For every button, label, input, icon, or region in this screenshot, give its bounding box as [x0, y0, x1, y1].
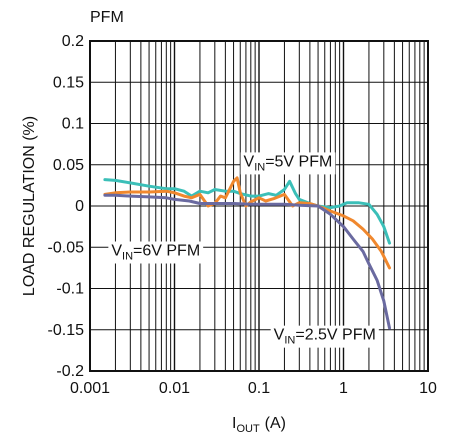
x-axis-title-unit: (A) — [265, 415, 286, 432]
annotation-label: VIN=5V PFM — [244, 153, 333, 173]
x-tick-label: 0.1 — [248, 380, 270, 397]
series-annotation: VIN=2.5V PFM — [270, 325, 379, 348]
series-annotation: VIN=5V PFM — [240, 152, 336, 175]
annotation-label: VIN=2.5V PFM — [274, 327, 376, 347]
x-tick-label: 1 — [339, 380, 348, 397]
series-line — [103, 178, 391, 245]
y-tick-label: 0.1 — [62, 116, 84, 133]
y-tick-label: -0.1 — [56, 281, 84, 298]
annotation-label-rest: =5V PFM — [265, 153, 332, 170]
x-axis-title: IOUT (A) — [232, 415, 286, 435]
x-tick-labels: 0.001 0.01 0.1 1 10 — [70, 380, 437, 397]
annotation-background — [240, 152, 336, 175]
series-line — [103, 176, 391, 270]
annotation-label-rest: =6V PFM — [133, 243, 200, 260]
y-tick-label: 0 — [75, 198, 84, 215]
series-annotation: VIN=6V PFM — [108, 241, 204, 264]
series-layer — [103, 176, 391, 330]
y-tick-label: 0.15 — [53, 74, 84, 91]
annotation-label-main: V — [274, 327, 285, 344]
y-tick-label: -0.15 — [48, 322, 85, 339]
annotation-label-main: V — [244, 153, 255, 170]
plot-frame — [89, 40, 429, 372]
x-tick-label: 0.001 — [70, 380, 110, 397]
y-tick-label: 0.2 — [62, 33, 84, 50]
x-tick-label: 10 — [419, 380, 437, 397]
annotation-label-sub: IN — [284, 335, 295, 347]
x-axis-title-main: I — [232, 415, 236, 432]
x-tick-label: 0.01 — [159, 380, 190, 397]
annotation-label-sub: IN — [254, 161, 265, 173]
series-line — [103, 193, 391, 330]
y-tick-label: 0.05 — [53, 157, 84, 174]
y-tick-label: -0.2 — [56, 363, 84, 380]
annotation-background — [108, 241, 204, 264]
x-axis-title-sub: OUT — [236, 423, 260, 435]
annotation-background — [270, 325, 379, 348]
grid — [90, 41, 428, 371]
y-tick-label: -0.05 — [48, 239, 85, 256]
annotation-label-main: V — [111, 243, 122, 260]
y-tick-labels: 0.2 0.15 0.1 0.05 0 -0.05 -0.1 -0.15 -0.2 — [48, 33, 85, 380]
y-axis-title: LOAD REGULATION (%) — [21, 116, 38, 296]
annotation-label-sub: IN — [122, 251, 133, 263]
chart-title: PFM — [90, 9, 124, 26]
annotation-label-rest: =2.5V PFM — [295, 327, 375, 344]
annotation-label: VIN=6V PFM — [111, 243, 200, 263]
